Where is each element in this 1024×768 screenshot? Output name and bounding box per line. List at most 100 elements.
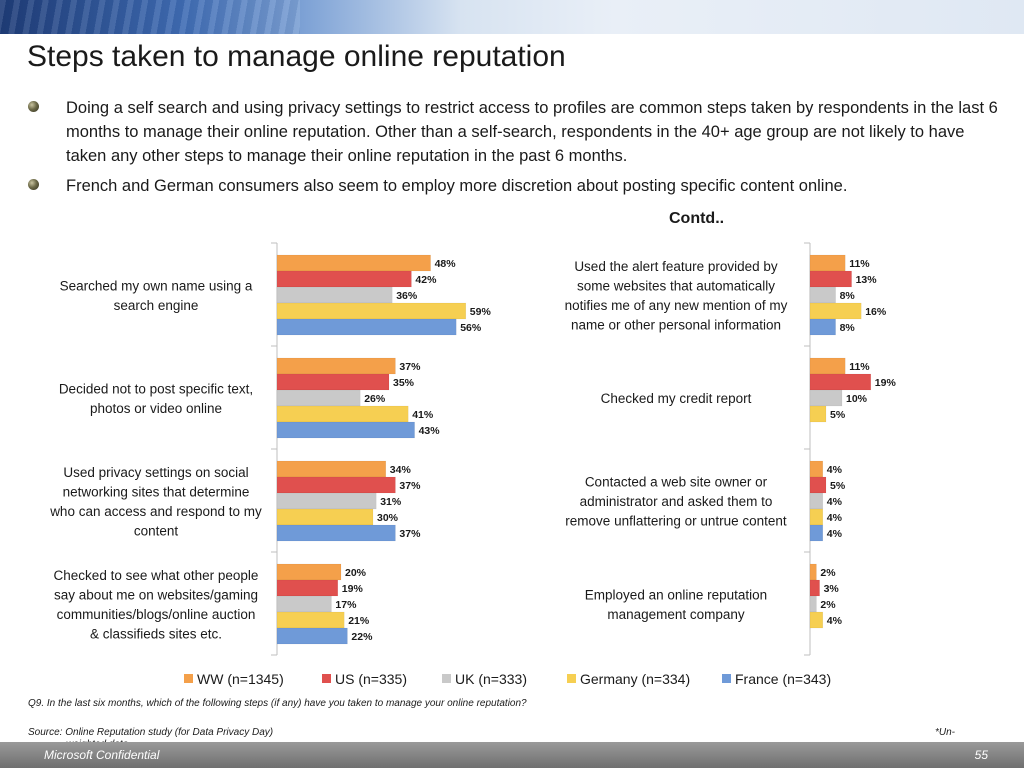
legend-item: UK (n=333) (442, 671, 527, 687)
bar (809, 508, 824, 526)
contd-label: Contd.. (669, 210, 725, 227)
bar (276, 357, 396, 375)
unweighted-footnote-marker: *Un- (935, 727, 956, 738)
legend-swatch (442, 674, 451, 683)
bar (809, 373, 872, 391)
bar (809, 302, 862, 320)
bar (276, 405, 409, 423)
bar-value-label: 30% (377, 512, 399, 524)
bar-value-label: 37% (399, 361, 421, 373)
bar (809, 595, 817, 613)
bar (809, 524, 824, 542)
chart-legend: WW (n=1345) US (n=335) UK (n=333) Germany (… (184, 671, 864, 691)
category-label: Searched my own name using a search engin… (60, 278, 253, 313)
bar-value-label: 43% (419, 425, 441, 437)
bar-value-label: 22% (351, 631, 373, 643)
bar (809, 579, 820, 597)
footer-confidential: Microsoft Confidential (44, 748, 160, 762)
bar (276, 611, 345, 629)
bar-value-label: 48% (435, 258, 457, 270)
bar (276, 254, 431, 272)
bar (809, 254, 846, 272)
bar-value-label: 10% (846, 393, 868, 405)
bar-value-label: 37% (399, 480, 421, 492)
legend-item: US (n=335) (322, 671, 407, 687)
bar (809, 318, 836, 336)
bar-value-label: 16% (865, 306, 887, 318)
bar-value-label: 11% (849, 258, 870, 270)
bar-value-label: 59% (470, 306, 492, 318)
bar-value-label: 4% (827, 528, 843, 540)
page-title: Steps taken to manage online reputation (27, 40, 566, 73)
category-label: Checked to see what other people say abou… (54, 568, 259, 642)
bar (809, 389, 843, 407)
category-label: Used privacy settings on social networkin… (49, 465, 262, 539)
bar-value-label: 17% (335, 599, 357, 611)
bullet-text: Doing a self search and using privacy se… (66, 99, 998, 165)
bar-value-label: 20% (345, 567, 367, 579)
bar (809, 460, 824, 478)
bullet-list: Doing a self search and using privacy se… (28, 96, 998, 204)
category-label: Used the alert feature provided by some w… (565, 259, 788, 333)
bar (809, 492, 824, 510)
bar-value-label: 34% (390, 464, 412, 476)
bar (809, 270, 852, 288)
bar (276, 302, 467, 320)
legend-label: WW (n=1345) (197, 671, 284, 687)
bar (276, 476, 396, 494)
legend-label: UK (n=333) (455, 671, 527, 687)
top-banner (0, 0, 1024, 34)
bar-value-label: 8% (840, 322, 856, 334)
bar-value-label: 5% (830, 480, 846, 492)
footer-bar (0, 742, 1024, 768)
category-label: Decided not to post specific text, photos… (59, 381, 253, 416)
page-number: 55 (974, 748, 988, 762)
bar (276, 286, 393, 304)
bar (276, 318, 457, 336)
bar (809, 357, 846, 375)
legend-label: France (n=343) (735, 671, 832, 687)
bullet-dot-icon (28, 101, 39, 112)
bar-value-label: 42% (415, 274, 437, 286)
bar (276, 579, 339, 597)
bar-value-label: 2% (820, 567, 836, 579)
bar (276, 389, 361, 407)
bar (809, 611, 824, 629)
bar-value-label: 2% (820, 599, 836, 611)
bar-value-label: 31% (380, 496, 402, 508)
bar (276, 492, 377, 510)
legend-label: US (n=335) (335, 671, 407, 687)
bar (276, 508, 374, 526)
bar-value-label: 4% (827, 464, 843, 476)
legend-swatch (322, 674, 331, 683)
bar-value-label: 35% (393, 377, 415, 389)
bar-value-label: 37% (399, 528, 421, 540)
bar-value-label: 4% (827, 512, 843, 524)
bar (809, 563, 817, 581)
bar (809, 476, 827, 494)
legend-item: WW (n=1345) (184, 671, 284, 687)
question-footnote: Q9. In the last six months, which of the… (28, 698, 527, 709)
bar (276, 421, 415, 439)
legend-swatch (184, 674, 193, 683)
legend-item: France (n=343) (722, 671, 831, 687)
bar-value-label: 26% (364, 393, 386, 405)
legend-swatch (722, 674, 731, 683)
bullet-item: Doing a self search and using privacy se… (28, 96, 998, 168)
bar-value-label: 19% (875, 377, 897, 389)
bar-value-label: 11% (849, 361, 870, 373)
bar-value-label: 56% (460, 322, 482, 334)
category-label: Checked my credit report (601, 391, 752, 406)
bar-charts: Searched my own name using a search engin… (49, 242, 897, 656)
category-label: Contacted a web site owner or administrat… (565, 475, 787, 529)
bullet-item: French and German consumers also seem to… (28, 174, 998, 198)
bar-value-label: 4% (827, 615, 843, 627)
bar (809, 286, 836, 304)
bar-value-label: 41% (412, 409, 434, 421)
bar (276, 270, 412, 288)
bar (276, 524, 396, 542)
legend-label: Germany (n=334) (580, 671, 691, 687)
bar-value-label: 36% (396, 290, 418, 302)
source-footnote: Source: Online Reputation study (for Dat… (28, 727, 274, 738)
bar-value-label: 8% (840, 290, 856, 302)
